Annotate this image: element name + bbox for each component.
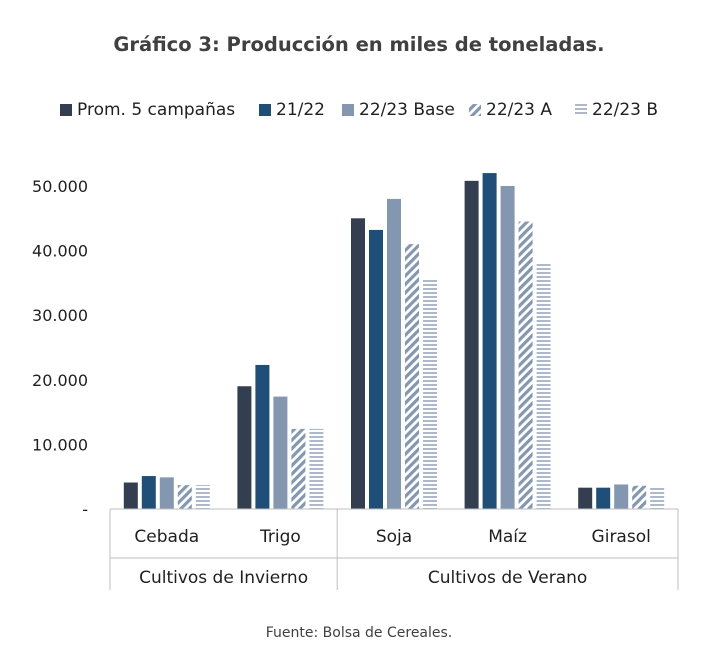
bar-4-2 [614, 484, 629, 509]
bar-0-0 [123, 482, 138, 509]
y-tick-label: 50.000 [32, 177, 88, 196]
bar-0-1 [141, 476, 156, 509]
bar-2-2 [387, 198, 401, 510]
bar-4-0 [578, 487, 593, 509]
x-group-label: Cultivos de Invierno [139, 568, 308, 588]
bar-1-0 [237, 386, 252, 509]
bar-0-3 [177, 485, 192, 509]
chart-title: Gráfico 3: Producción en miles de tonela… [113, 33, 605, 56]
legend: Prom. 5 campañas 21/22 22/23 Base 22/23 A 22… [60, 100, 658, 120]
y-tick-label: 40.000 [32, 242, 88, 261]
bar-3-0 [464, 180, 479, 509]
bar-0-2 [159, 477, 174, 509]
bar-3-1 [482, 173, 497, 509]
bar-4-4 [650, 487, 665, 509]
legend-label-2: 22/23 Base [359, 100, 455, 120]
bar-3-2 [500, 186, 515, 509]
y-tick-label: 30.000 [32, 306, 88, 325]
bar-1-2 [273, 396, 288, 509]
bar-2-4 [423, 279, 437, 509]
bar-1-1 [255, 364, 270, 509]
bar-2-3 [405, 244, 419, 509]
x-category-label: Girasol [592, 527, 651, 547]
bar-1-4 [309, 428, 324, 509]
legend-swatch-2 [342, 104, 354, 116]
bar-3-4 [536, 263, 551, 509]
legend-swatch-0 [60, 104, 72, 116]
source-note: Fuente: Bolsa de Cereales. [265, 625, 453, 641]
bar-4-1 [596, 487, 611, 509]
bar-1-3 [291, 428, 306, 509]
legend-swatch-1 [259, 104, 271, 116]
bar-3-3 [518, 221, 533, 509]
legend-label-0: Prom. 5 campañas [77, 100, 235, 120]
x-category-label: Soja [376, 527, 412, 547]
legend-label-1: 21/22 [276, 100, 325, 120]
y-tick-label: 20.000 [32, 371, 88, 390]
bar-0-4 [195, 485, 210, 509]
bar-2-0 [351, 218, 365, 510]
bar-2-1 [369, 229, 383, 510]
y-axis: - 10.000 20.000 30.000 40.000 50.000 [32, 177, 88, 519]
x-category-label: Cebada [134, 527, 199, 547]
legend-label-4: 22/23 B [592, 100, 658, 120]
legend-swatch-4 [575, 104, 587, 116]
y-tick-label: - [82, 500, 88, 519]
y-tick-label: 10.000 [32, 435, 88, 454]
x-category-label: Maíz [488, 527, 527, 547]
x-group-label: Cultivos de Verano [428, 568, 587, 588]
bars [123, 173, 665, 510]
x-axis: Cebada Trigo Soja Maíz Girasol Cultivos de In… [109, 508, 679, 590]
legend-label-3: 22/23 A [486, 100, 552, 120]
x-category-label: Trigo [259, 527, 301, 547]
legend-swatch-3 [469, 104, 481, 116]
bar-4-3 [632, 485, 647, 509]
